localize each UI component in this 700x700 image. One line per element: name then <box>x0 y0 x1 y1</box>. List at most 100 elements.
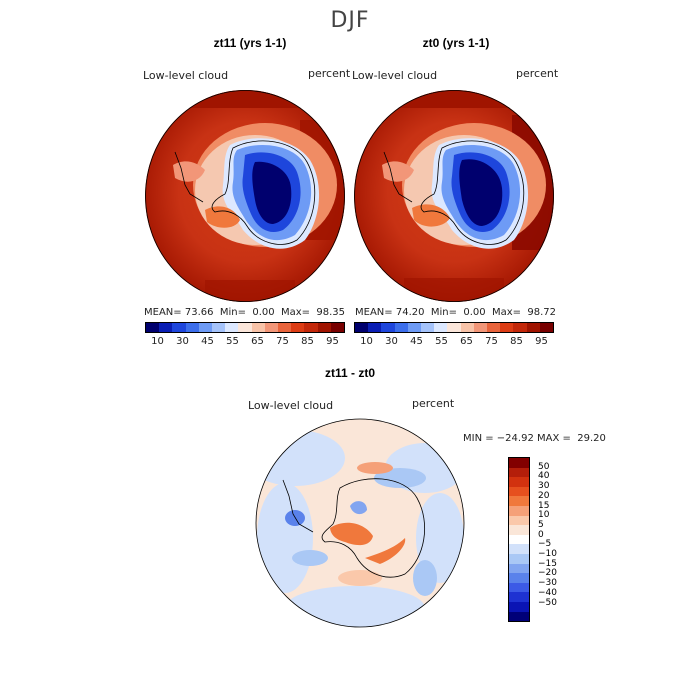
diff-colorbar-ticks: 50 40 30 20 15 10 5 0 −5 −10 −15 −20 −30 −40 −50 <box>538 457 578 622</box>
diff-colorbar-swatch <box>509 573 529 583</box>
colorbar-swatch <box>394 323 408 332</box>
colorbar-swatch <box>381 323 395 332</box>
diff-colorbar-swatch <box>509 563 529 574</box>
colorbar-swatch <box>317 323 331 332</box>
colorbar-swatch <box>473 323 488 332</box>
diff-colorbar-swatch <box>509 467 529 478</box>
colorbar-swatch <box>172 323 186 332</box>
panel-2-min-label: Min= <box>430 307 457 318</box>
diff-colorbar-swatch <box>509 515 529 526</box>
colorbar-swatch <box>330 323 345 332</box>
diff-colorbar-tick-label: 0 <box>538 529 544 540</box>
panel-2-units: percent <box>516 67 559 80</box>
diff-min-max: MIN = −24.92 MAX = 29.20 <box>463 433 606 444</box>
colorbar-tick-label: 85 <box>510 336 523 347</box>
diff-colorbar-tick-label: −50 <box>538 597 557 608</box>
panel-1-max-label: Max= <box>280 307 311 318</box>
panel-1-min-value: 0.00 <box>252 307 275 318</box>
colorbar-tick-label: 55 <box>435 336 448 347</box>
diff-colorbar-swatch <box>509 534 529 545</box>
diff-colorbar-swatch <box>509 458 529 468</box>
panel-2-mean-label: MEAN= <box>355 307 393 318</box>
panel-2-max-value: 98.72 <box>527 307 557 318</box>
panel-2-stats: MEAN= 74.20 Min= 0.00 Max= 98.72 <box>355 307 556 318</box>
colorbar-tick-label: 95 <box>535 336 548 347</box>
diff-colorbar <box>508 457 530 622</box>
panel-1-mean-label: MEAN= <box>144 307 182 318</box>
diff-colorbar-swatch <box>509 477 529 487</box>
panel-2-min-value: 0.00 <box>463 307 486 318</box>
colorbar-swatch <box>407 323 422 332</box>
colorbar-tick-label: 65 <box>251 336 264 347</box>
panel-2-max-label: Max= <box>491 307 522 318</box>
panel-2-mean-value: 74.20 <box>395 307 425 318</box>
panel-2-title: zt0 (yrs 1-1) <box>422 36 490 50</box>
panel-1-title: zt11 (yrs 1-1) <box>213 36 287 50</box>
diff-colorbar-swatch <box>509 611 529 622</box>
colorbar-swatch <box>212 323 226 332</box>
colorbar-swatch <box>355 323 369 332</box>
panel-1-colorbar <box>145 322 345 333</box>
colorbar-swatch <box>185 323 199 332</box>
colorbar-tick-label: 75 <box>276 336 289 347</box>
panel-1-colorbar-ticks: 10 30 45 55 65 75 85 95 <box>145 336 345 348</box>
diff-colorbar-tick-label: 10 <box>538 510 550 521</box>
colorbar-swatch <box>264 323 279 332</box>
colorbar-swatch <box>251 323 265 332</box>
colorbar-tick-label: 30 <box>176 336 189 347</box>
colorbar-swatch <box>304 323 318 332</box>
diff-colorbar-tick-label: −30 <box>538 578 557 589</box>
panel-1-min-label: Min= <box>219 307 246 318</box>
colorbar-swatch <box>159 323 173 332</box>
colorbar-swatch <box>539 323 554 332</box>
diff-colorbar-tick-label: 20 <box>538 490 550 501</box>
diff-colorbar-tick-label: 5 <box>538 519 544 530</box>
panel-1-mean-value: 73.66 <box>184 307 214 318</box>
diff-colorbar-tick-label: −20 <box>538 568 557 579</box>
colorbar-tick-label: 55 <box>226 336 239 347</box>
panel-1-units: percent <box>308 67 351 80</box>
colorbar-swatch <box>434 323 448 332</box>
panel-2-map <box>354 90 554 302</box>
diff-units: percent <box>412 397 455 410</box>
colorbar-swatch <box>368 323 382 332</box>
diff-colorbar-tick-label: −40 <box>538 587 557 598</box>
colorbar-tick-label: 75 <box>485 336 498 347</box>
colorbar-swatch <box>238 323 252 332</box>
colorbar-swatch <box>421 323 435 332</box>
diff-colorbar-tick-label: −5 <box>538 539 552 550</box>
diff-title: zt11 - zt0 <box>324 366 375 380</box>
colorbar-tick-label: 65 <box>460 336 473 347</box>
colorbar-tick-label: 30 <box>385 336 398 347</box>
diff-colorbar-swatch <box>509 544 529 554</box>
colorbar-swatch <box>278 323 292 332</box>
colorbar-swatch <box>526 323 540 332</box>
colorbar-tick-label: 45 <box>410 336 423 347</box>
colorbar-tick-label: 95 <box>326 336 339 347</box>
panel-2-colorbar <box>354 322 554 333</box>
diff-field-label: Low-level cloud <box>248 399 334 412</box>
panel-1-max-value: 98.35 <box>316 307 346 318</box>
diff-colorbar-tick-label: −10 <box>538 549 557 560</box>
panel-2-field-label: Low-level cloud <box>352 69 438 82</box>
colorbar-swatch <box>460 323 474 332</box>
diff-map <box>255 418 465 628</box>
diff-colorbar-swatch <box>509 505 529 516</box>
diff-colorbar-swatch <box>509 592 529 602</box>
colorbar-swatch <box>225 323 239 332</box>
diff-colorbar-swatch <box>509 496 529 506</box>
colorbar-tick-label: 85 <box>301 336 314 347</box>
diff-colorbar-tick-label: 30 <box>538 481 550 492</box>
panel-2-colorbar-ticks: 10 30 45 55 65 75 85 95 <box>354 336 554 348</box>
diff-colorbar-swatch <box>509 582 529 593</box>
diff-colorbar-swatch <box>509 486 529 497</box>
colorbar-swatch <box>500 323 514 332</box>
diff-colorbar-swatch <box>509 553 529 564</box>
colorbar-swatch <box>447 323 461 332</box>
diff-colorbar-swatch <box>509 601 529 612</box>
colorbar-swatch <box>146 323 160 332</box>
diff-colorbar-tick-label: 40 <box>538 471 550 482</box>
colorbar-swatch <box>291 323 305 332</box>
panel-1-stats: MEAN= 73.66 Min= 0.00 Max= 98.35 <box>144 307 345 318</box>
colorbar-tick-label: 10 <box>151 336 164 347</box>
